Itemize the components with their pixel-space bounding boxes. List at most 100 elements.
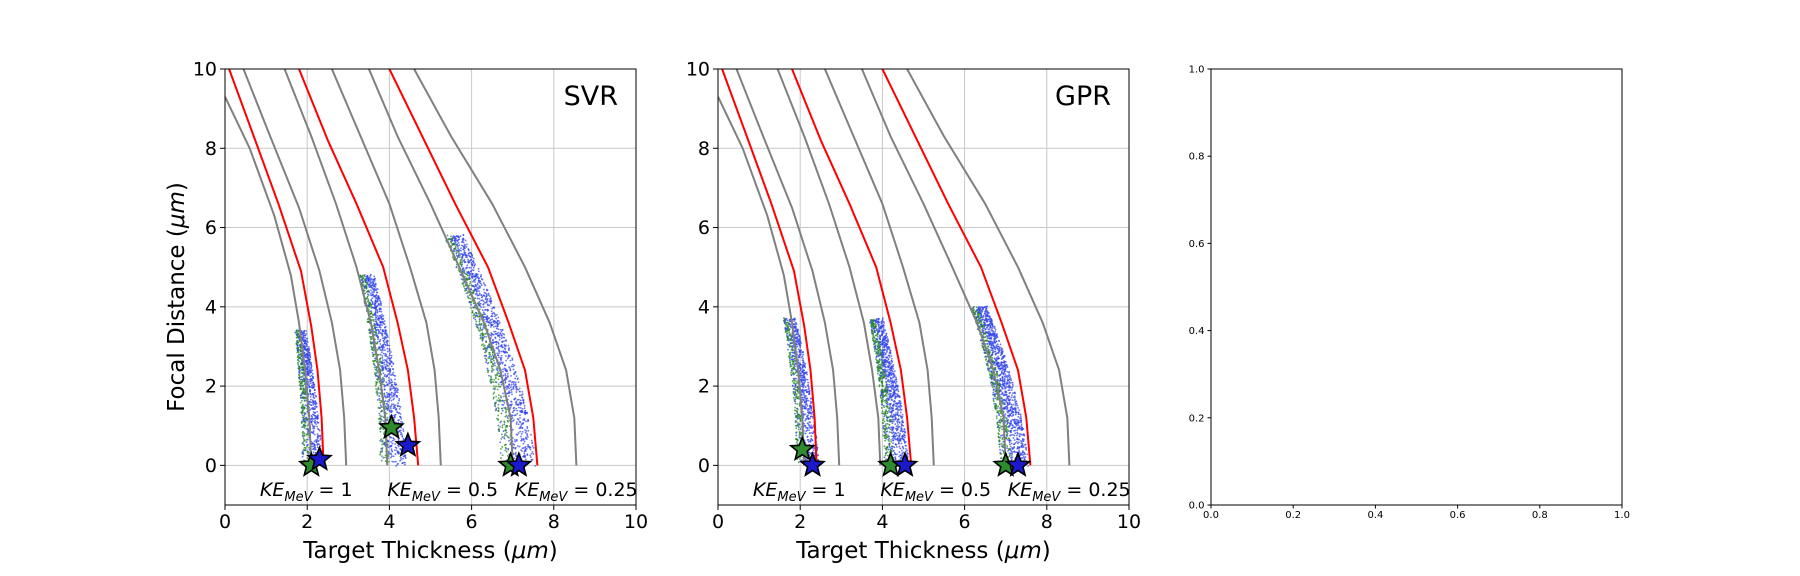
data-point — [313, 414, 316, 417]
data-point — [388, 393, 390, 395]
data-point — [791, 363, 794, 366]
data-point — [812, 451, 815, 454]
data-point — [399, 459, 401, 462]
data-point — [309, 380, 311, 383]
data-point — [499, 425, 501, 428]
data-point — [796, 403, 799, 405]
data-point — [492, 369, 495, 371]
data-point — [299, 349, 302, 352]
data-point — [506, 416, 509, 419]
data-point — [515, 451, 517, 454]
data-point — [796, 412, 799, 414]
data-point — [494, 376, 497, 379]
data-point — [488, 353, 491, 356]
data-point — [797, 421, 799, 424]
data-point — [499, 333, 502, 335]
data-point — [903, 428, 906, 431]
data-point — [503, 345, 506, 347]
data-point — [369, 273, 372, 276]
data-point — [300, 371, 303, 374]
data-point — [296, 329, 299, 332]
data-point — [472, 260, 475, 263]
data-point — [531, 445, 534, 447]
data-point — [498, 372, 501, 375]
data-point — [464, 239, 467, 242]
data-point — [810, 435, 813, 437]
data-point — [385, 332, 388, 335]
data-point — [297, 351, 300, 354]
data-point — [463, 269, 466, 272]
data-point — [480, 284, 483, 287]
data-point — [808, 421, 811, 423]
data-point — [503, 343, 506, 346]
data-point — [388, 382, 390, 385]
data-point — [298, 371, 300, 374]
data-point — [510, 383, 513, 386]
data-point — [498, 361, 501, 364]
data-point — [519, 403, 522, 405]
data-point — [298, 353, 300, 356]
data-point — [513, 364, 516, 367]
data-point — [483, 347, 486, 350]
data-point — [374, 384, 377, 387]
data-point — [492, 381, 495, 384]
data-point — [811, 438, 813, 441]
data-point — [395, 389, 398, 392]
data-point — [455, 251, 458, 253]
data-point — [470, 258, 473, 261]
data-point — [380, 361, 382, 363]
data-point — [803, 374, 805, 377]
data-point — [474, 285, 477, 288]
data-point — [905, 447, 907, 450]
data-point — [522, 419, 525, 421]
data-point — [455, 266, 458, 269]
data-point — [490, 361, 493, 363]
data-point — [490, 376, 493, 379]
data-point — [383, 443, 386, 446]
data-point — [388, 357, 391, 360]
data-point — [504, 406, 507, 409]
data-point — [465, 292, 468, 295]
data-point — [402, 457, 404, 460]
data-point — [496, 324, 499, 327]
data-point — [313, 408, 316, 411]
data-point — [509, 380, 512, 382]
data-point — [386, 396, 389, 399]
data-point — [390, 391, 393, 394]
data-point — [316, 410, 318, 413]
data-point — [811, 432, 814, 435]
red-curve — [721, 69, 818, 466]
data-point — [895, 425, 898, 428]
data-point — [509, 443, 511, 446]
data-point — [503, 436, 505, 438]
data-point — [786, 319, 789, 322]
data-point — [796, 442, 799, 445]
data-point — [298, 368, 301, 371]
data-point — [375, 293, 378, 296]
data-point — [295, 343, 298, 345]
data-point — [488, 321, 491, 324]
data-point — [896, 434, 898, 437]
data-point — [388, 349, 391, 352]
data-point — [399, 405, 402, 408]
data-point — [474, 318, 477, 321]
data-point — [490, 321, 493, 324]
data-point — [500, 330, 503, 333]
data-point — [472, 292, 474, 295]
data-point — [489, 380, 492, 382]
data-point — [897, 442, 900, 445]
data-point — [308, 390, 311, 393]
gray-boundary-curve — [735, 69, 841, 466]
data-point — [485, 295, 488, 298]
data-point — [509, 406, 512, 409]
data-point — [390, 449, 393, 452]
data-point — [796, 330, 799, 332]
data-point — [800, 342, 802, 345]
data-point — [312, 451, 315, 454]
data-point — [379, 399, 381, 402]
data-point — [797, 395, 800, 398]
data-point — [310, 404, 313, 407]
data-point — [314, 405, 316, 408]
data-point — [311, 384, 313, 387]
data-point — [392, 455, 395, 458]
